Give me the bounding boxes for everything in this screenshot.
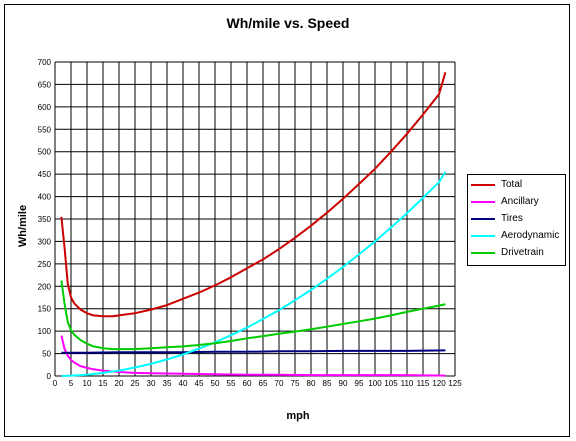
y-tick-label: 50 xyxy=(42,350,51,359)
legend-item-aerodynamic: Aerodynamic xyxy=(471,229,565,243)
x-tick-label: 0 xyxy=(53,379,58,388)
x-tick-label: 120 xyxy=(432,379,446,388)
x-tick-label: 50 xyxy=(211,379,220,388)
legend-swatch-drivetrain xyxy=(471,252,495,254)
legend-item-tires: Tires xyxy=(471,212,565,226)
x-tick-label: 30 xyxy=(147,379,156,388)
x-tick-labels: 0 5 10 15 20 25 30 35 40 45 50 55 60 65 70 75 80 85 90 95 10… xyxy=(53,379,462,388)
x-tick-label: 70 xyxy=(275,379,284,388)
x-tick-label: 55 xyxy=(227,379,236,388)
legend-label-ancillary: Ancillary xyxy=(501,196,539,207)
legend-label-drivetrain: Drivetrain xyxy=(501,247,544,258)
x-tick-label: 20 xyxy=(115,379,124,388)
y-tick-label: 100 xyxy=(38,327,52,336)
y-tick-label: 350 xyxy=(38,215,52,224)
series-lines xyxy=(60,72,447,377)
legend: Total Ancillary Tires Aerodynamic Drivet… xyxy=(467,174,566,266)
y-tick-label: 150 xyxy=(38,305,52,314)
legend-swatch-ancillary xyxy=(471,201,495,203)
y-tick-labels: 0 50 100 150 200 250 300 350 400 450 500 550 600 650 7… xyxy=(38,58,52,381)
x-tick-label: 95 xyxy=(355,379,364,388)
x-tick-label: 60 xyxy=(243,379,252,388)
legend-label-aerodynamic: Aerodynamic xyxy=(501,230,560,241)
x-tick-label: 35 xyxy=(163,379,172,388)
x-tick-label: 10 xyxy=(83,379,92,388)
series-line-ancillary xyxy=(60,335,446,377)
legend-swatch-aerodynamic xyxy=(471,235,495,237)
y-tick-label: 450 xyxy=(38,170,52,179)
legend-swatch-tires xyxy=(471,218,495,220)
x-tick-label: 90 xyxy=(339,379,348,388)
x-tick-label: 85 xyxy=(323,379,332,388)
series-line-tires xyxy=(61,349,446,354)
x-tick-label: 80 xyxy=(307,379,316,388)
grid xyxy=(54,61,456,377)
y-tick-label: 250 xyxy=(38,260,52,269)
x-tick-label: 40 xyxy=(179,379,188,388)
x-tick-label: 15 xyxy=(99,379,108,388)
legend-swatch-total xyxy=(471,184,495,186)
x-tick-label: 115 xyxy=(417,379,430,388)
y-tick-label: 550 xyxy=(38,125,52,134)
series-line-aerodynamic xyxy=(61,171,447,377)
legend-item-total: Total xyxy=(471,178,565,192)
legend-label-total: Total xyxy=(501,179,523,190)
x-tick-label: 5 xyxy=(69,379,74,388)
series-line-total xyxy=(60,72,447,318)
y-tick-label: 650 xyxy=(38,80,52,89)
x-tick-label: 125 xyxy=(448,379,462,388)
x-tick-label: 105 xyxy=(384,379,398,388)
y-tick-label: 600 xyxy=(38,103,52,112)
series-line-drivetrain xyxy=(60,280,446,351)
y-tick-label: 200 xyxy=(38,282,52,291)
y-tick-label: 400 xyxy=(38,193,52,202)
chart-title: Wh/mile vs. Speed xyxy=(226,15,350,31)
legend-item-ancillary: Ancillary xyxy=(471,195,565,209)
x-tick-label: 45 xyxy=(195,379,204,388)
x-tick-label: 65 xyxy=(259,379,268,388)
y-tick-label: 700 xyxy=(38,58,52,67)
x-tick-label: 25 xyxy=(131,379,140,388)
y-tick-label: 0 xyxy=(47,372,52,381)
y-tick-label: 300 xyxy=(38,237,52,246)
x-tick-label: 110 xyxy=(401,379,414,388)
x-tick-label: 75 xyxy=(291,379,300,388)
x-tick-label: 100 xyxy=(368,379,382,388)
y-tick-label: 500 xyxy=(38,148,52,157)
legend-label-tires: Tires xyxy=(501,213,523,224)
x-axis-label: mph xyxy=(286,410,310,422)
legend-item-drivetrain: Drivetrain xyxy=(471,246,565,260)
